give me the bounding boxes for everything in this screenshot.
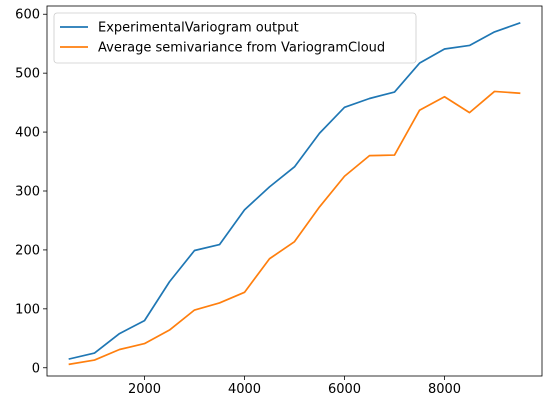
x-tick-label: 2000 [128, 382, 161, 397]
legend: ExperimentalVariogram output Average semi… [53, 12, 417, 64]
y-tick-label: 500 [15, 67, 40, 82]
legend-label: Average semivariance from VariogramCloud [98, 41, 385, 56]
y-axis: 0 100 200 300 400 500 600 [15, 8, 47, 376]
series-line-1 [68, 22, 521, 360]
x-tick-label: 8000 [428, 382, 461, 397]
y-tick-label: 400 [15, 126, 40, 141]
y-tick-label: 600 [15, 8, 40, 23]
plot-area-frame [46, 5, 543, 377]
y-tick-label: 300 [15, 185, 40, 200]
y-tick-label: 100 [15, 302, 40, 317]
series-line-2 [68, 90, 521, 366]
series-lines [68, 22, 521, 366]
x-tick-label: 6000 [328, 382, 361, 397]
x-axis: 2000 4000 6000 8000 [128, 376, 461, 397]
x-tick-label: 4000 [228, 382, 261, 397]
legend-label: ExperimentalVariogram output [98, 21, 299, 36]
legend-box [53, 12, 417, 64]
y-tick-label: 0 [32, 361, 40, 376]
y-tick-label: 200 [15, 243, 40, 258]
